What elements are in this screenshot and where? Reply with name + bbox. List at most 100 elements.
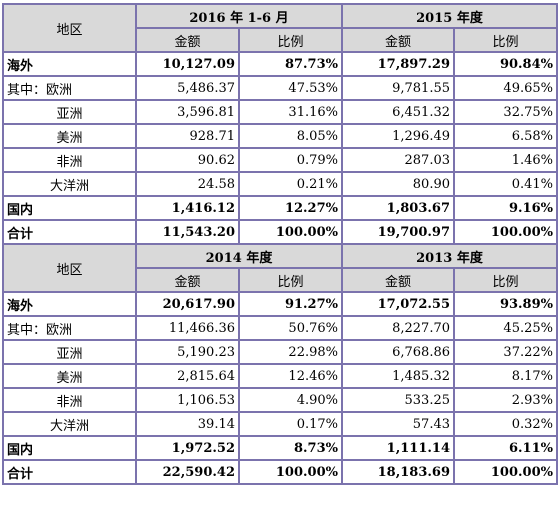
regional-revenue-table: 地区 2016 年 1-6 月 2015 年度 金额 比例 金额 比例 海外 10,127.09… xyxy=(2,3,558,485)
amount-cell: 20,617.90 xyxy=(135,291,240,317)
amount-header: 金额 xyxy=(135,27,240,53)
ratio-cell: 87.73% xyxy=(238,51,343,77)
ratio-cell: 8.17% xyxy=(453,363,558,389)
table-row: 非洲 1,106.53 4.90% 533.25 2.93% xyxy=(2,387,558,413)
amount-cell: 5,190.23 xyxy=(135,339,240,365)
period-header: 2016 年 1-6 月 xyxy=(135,3,343,29)
amount-cell: 90.62 xyxy=(135,147,240,173)
region-label: 亚洲 xyxy=(2,339,137,365)
ratio-cell: 100.00% xyxy=(453,219,558,245)
amount-cell: 10,127.09 xyxy=(135,51,240,77)
ratio-cell: 49.65% xyxy=(453,75,558,101)
amount-cell: 1,485.32 xyxy=(341,363,455,389)
column-header-row: 金额 比例 金额 比例 xyxy=(3,267,558,293)
table-row: 亚洲 3,596.81 31.16% 6,451.32 32.75% xyxy=(2,99,558,125)
table-body: 地区 2016 年 1-6 月 2015 年度 金额 比例 金额 比例 海外 10,127.09… xyxy=(2,3,558,485)
ratio-cell: 12.46% xyxy=(238,363,343,389)
ratio-header: 比例 xyxy=(453,267,558,293)
table-row: 合计 22,590.42 100.00% 18,183.69 100.00% xyxy=(2,459,558,485)
amount-cell: 5,486.37 xyxy=(135,75,240,101)
table-row: 海外 10,127.09 87.73% 17,897.29 90.84% xyxy=(2,51,558,77)
region-label: 美洲 xyxy=(2,363,137,389)
period-header-row: 地区 2014 年度 2013 年度 xyxy=(2,243,558,293)
table-row: 大洋洲 24.58 0.21% 80.90 0.41% xyxy=(2,171,558,197)
ratio-cell: 1.46% xyxy=(453,147,558,173)
table-row: 国内 1,972.52 8.73% 1,111.14 6.11% xyxy=(2,435,558,461)
period-header: 2015 年度 xyxy=(341,3,558,29)
ratio-cell: 90.84% xyxy=(453,51,558,77)
amount-cell: 1,803.67 xyxy=(341,195,455,221)
ratio-cell: 0.21% xyxy=(238,171,343,197)
amount-cell: 11,543.20 xyxy=(135,219,240,245)
ratio-cell: 8.73% xyxy=(238,435,343,461)
amount-cell: 287.03 xyxy=(341,147,455,173)
ratio-cell: 8.05% xyxy=(238,123,343,149)
table-row: 其中：欧洲 5,486.37 47.53% 9,781.55 49.65% xyxy=(2,75,558,101)
ratio-cell: 0.17% xyxy=(238,411,343,437)
region-label: 海外 xyxy=(2,51,137,77)
region-label: 非洲 xyxy=(2,387,137,413)
amount-header: 金额 xyxy=(341,27,455,53)
region-header: 地区 xyxy=(2,3,137,53)
amount-cell: 1,972.52 xyxy=(135,435,240,461)
region-label: 大洋洲 xyxy=(2,411,137,437)
amount-cell: 24.58 xyxy=(135,171,240,197)
ratio-cell: 4.90% xyxy=(238,387,343,413)
ratio-cell: 0.32% xyxy=(453,411,558,437)
table-row: 美洲 928.71 8.05% 1,296.49 6.58% xyxy=(2,123,558,149)
amount-header: 金额 xyxy=(341,267,455,293)
region-label: 其中：欧洲 xyxy=(2,315,137,341)
amount-cell: 8,227.70 xyxy=(341,315,455,341)
region-label: 合计 xyxy=(2,459,137,485)
region-label: 国内 xyxy=(2,195,137,221)
amount-cell: 22,590.42 xyxy=(135,459,240,485)
table-row: 亚洲 5,190.23 22.98% 6,768.86 37.22% xyxy=(2,339,558,365)
amount-cell: 18,183.69 xyxy=(341,459,455,485)
ratio-header: 比例 xyxy=(453,27,558,53)
region-label: 大洋洲 xyxy=(2,171,137,197)
table-wrapper: 地区 2016 年 1-6 月 2015 年度 金额 比例 金额 比例 海外 10,127.09… xyxy=(2,3,558,485)
ratio-cell: 91.27% xyxy=(238,291,343,317)
region-label: 其中：欧洲 xyxy=(2,75,137,101)
ratio-cell: 93.89% xyxy=(453,291,558,317)
amount-cell: 19,700.97 xyxy=(341,219,455,245)
amount-cell: 39.14 xyxy=(135,411,240,437)
region-label: 美洲 xyxy=(2,123,137,149)
ratio-cell: 47.53% xyxy=(238,75,343,101)
amount-cell: 1,106.53 xyxy=(135,387,240,413)
region-label: 合计 xyxy=(2,219,137,245)
ratio-cell: 22.98% xyxy=(238,339,343,365)
table-row: 非洲 90.62 0.79% 287.03 1.46% xyxy=(2,147,558,173)
ratio-header: 比例 xyxy=(238,267,343,293)
ratio-cell: 0.41% xyxy=(453,171,558,197)
amount-cell: 11,466.36 xyxy=(135,315,240,341)
table-row: 美洲 2,815.64 12.46% 1,485.32 8.17% xyxy=(2,363,558,389)
region-header: 地区 xyxy=(2,243,137,293)
ratio-cell: 100.00% xyxy=(238,219,343,245)
amount-cell: 6,451.32 xyxy=(341,99,455,125)
table-row: 合计 11,543.20 100.00% 19,700.97 100.00% xyxy=(2,219,558,245)
region-label: 非洲 xyxy=(2,147,137,173)
table-row: 国内 1,416.12 12.27% 1,803.67 9.16% xyxy=(2,195,558,221)
ratio-cell: 9.16% xyxy=(453,195,558,221)
amount-cell: 1,416.12 xyxy=(135,195,240,221)
table-row: 海外 20,617.90 91.27% 17,072.55 93.89% xyxy=(2,291,558,317)
amount-cell: 17,897.29 xyxy=(341,51,455,77)
amount-cell: 928.71 xyxy=(135,123,240,149)
ratio-header: 比例 xyxy=(238,27,343,53)
table-row: 其中：欧洲 11,466.36 50.76% 8,227.70 45.25% xyxy=(2,315,558,341)
column-header-row: 金额 比例 金额 比例 xyxy=(3,27,558,53)
amount-cell: 1,111.14 xyxy=(341,435,455,461)
ratio-cell: 12.27% xyxy=(238,195,343,221)
ratio-cell: 6.11% xyxy=(453,435,558,461)
amount-cell: 2,815.64 xyxy=(135,363,240,389)
amount-cell: 57.43 xyxy=(341,411,455,437)
ratio-cell: 32.75% xyxy=(453,99,558,125)
amount-cell: 17,072.55 xyxy=(341,291,455,317)
table-row: 大洋洲 39.14 0.17% 57.43 0.32% xyxy=(2,411,558,437)
ratio-cell: 6.58% xyxy=(453,123,558,149)
amount-cell: 9,781.55 xyxy=(341,75,455,101)
ratio-cell: 31.16% xyxy=(238,99,343,125)
amount-cell: 533.25 xyxy=(341,387,455,413)
period-header-row: 地区 2016 年 1-6 月 2015 年度 xyxy=(2,3,558,53)
